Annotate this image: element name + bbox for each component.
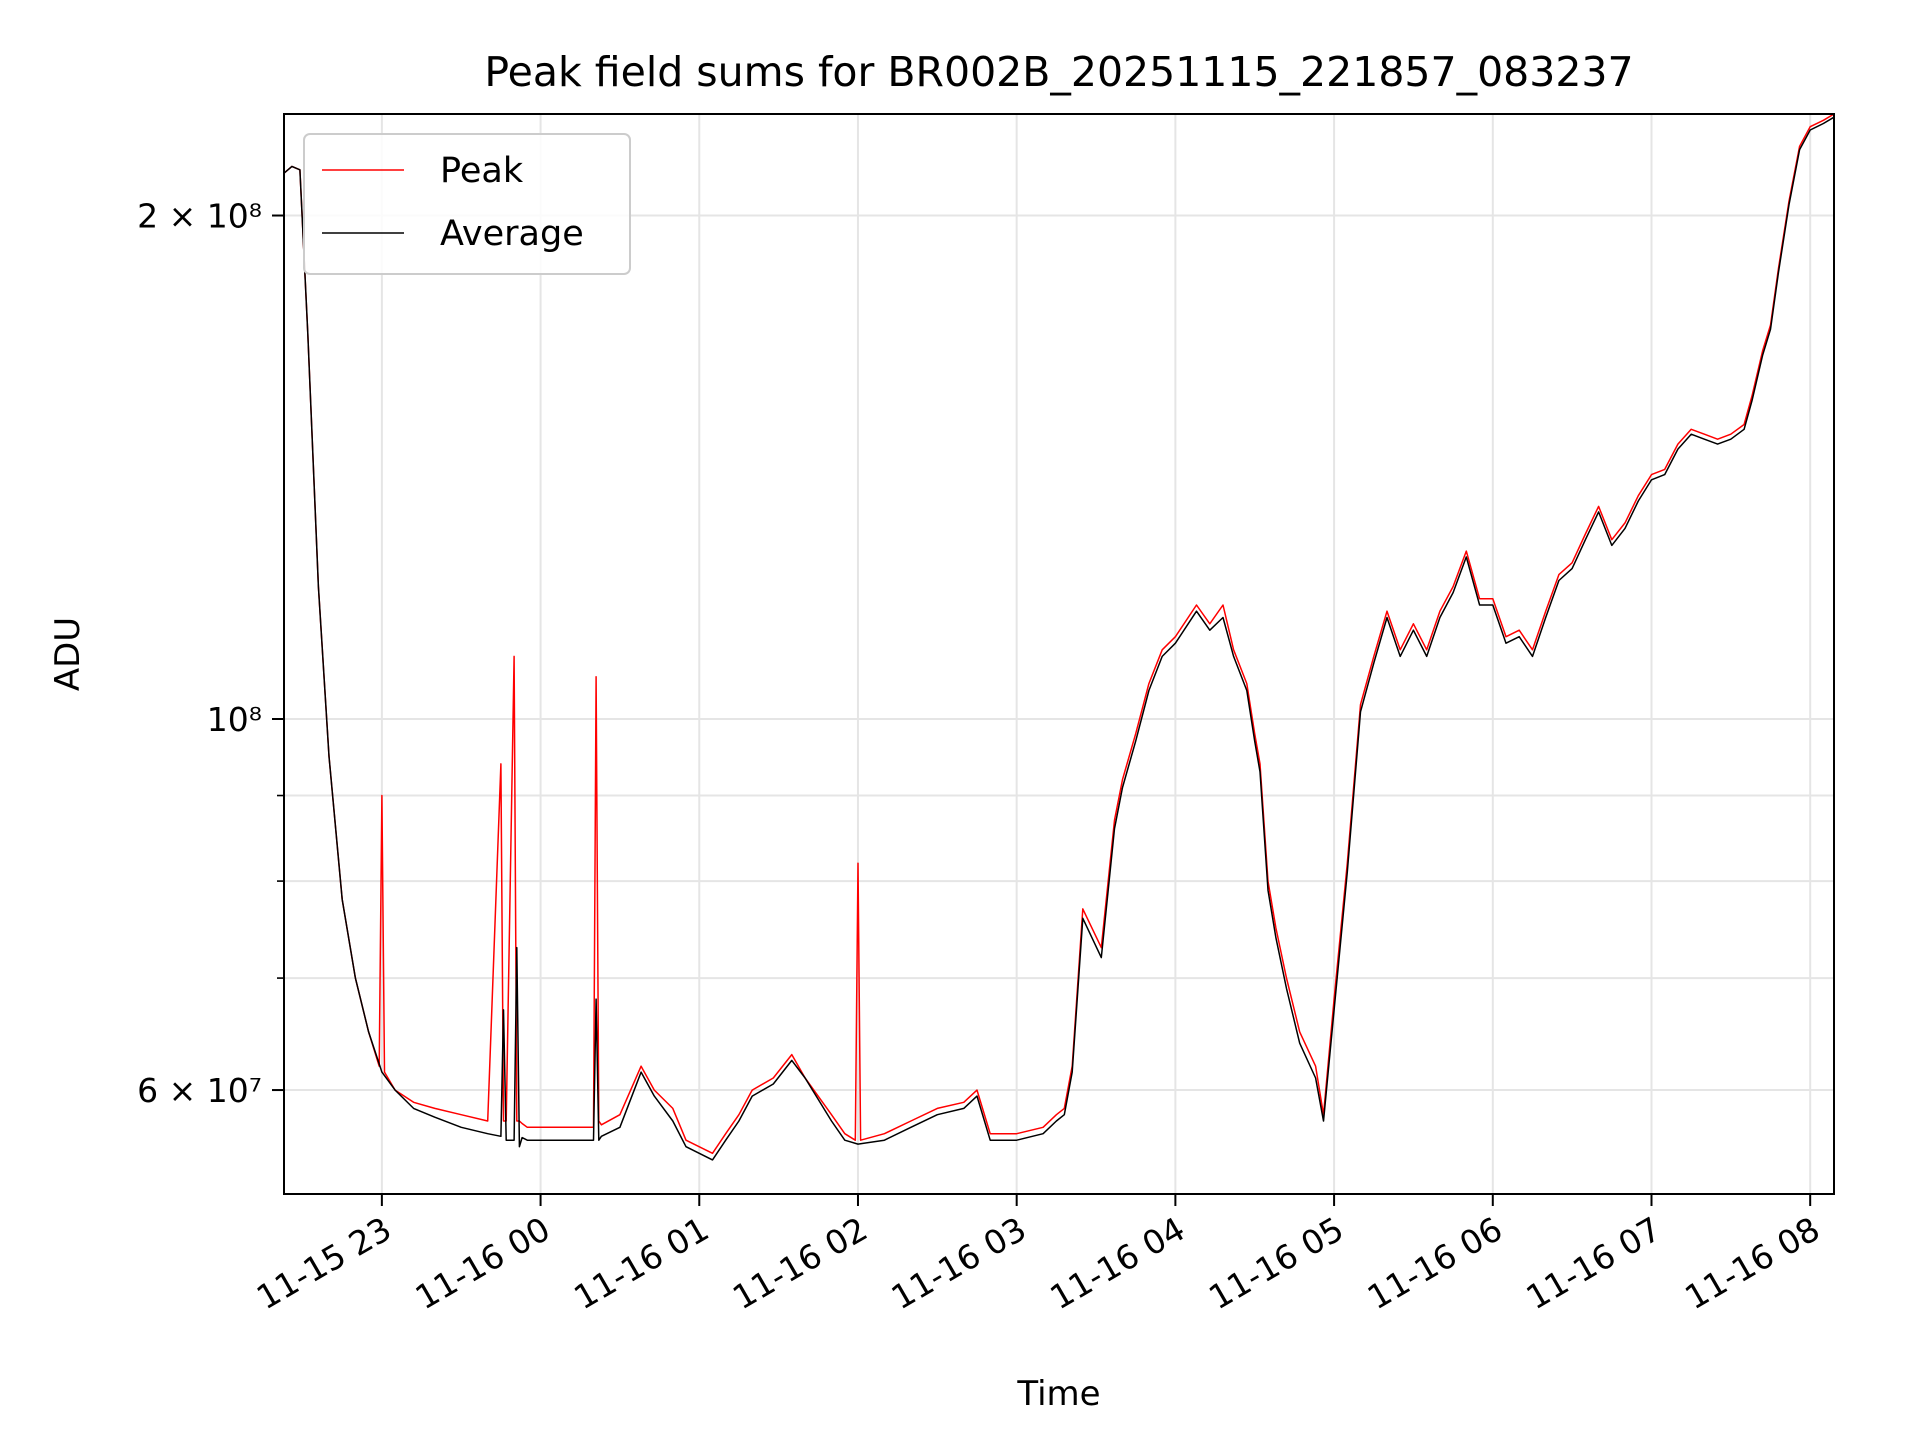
x-axis-label: Time — [1016, 1374, 1100, 1414]
legend-label-average: Average — [440, 214, 584, 254]
y-axis-label: ADU — [48, 617, 88, 691]
series-layer — [283, 113, 1835, 1161]
legend-box — [303, 133, 631, 275]
y-tick-label: 2 × 10⁸ — [137, 197, 262, 236]
series-line-peak — [283, 113, 1835, 1155]
legend: Peak Average — [303, 133, 631, 275]
series-line-average — [283, 116, 1835, 1161]
y-tick-label: 6 × 10⁷ — [137, 1071, 262, 1110]
chart-title: Peak field sums for BR002B_20251115_2218… — [484, 48, 1633, 96]
y-tick-label: 10⁸ — [207, 700, 262, 739]
legend-label-peak: Peak — [440, 151, 524, 191]
plot-frame — [283, 113, 1835, 1195]
